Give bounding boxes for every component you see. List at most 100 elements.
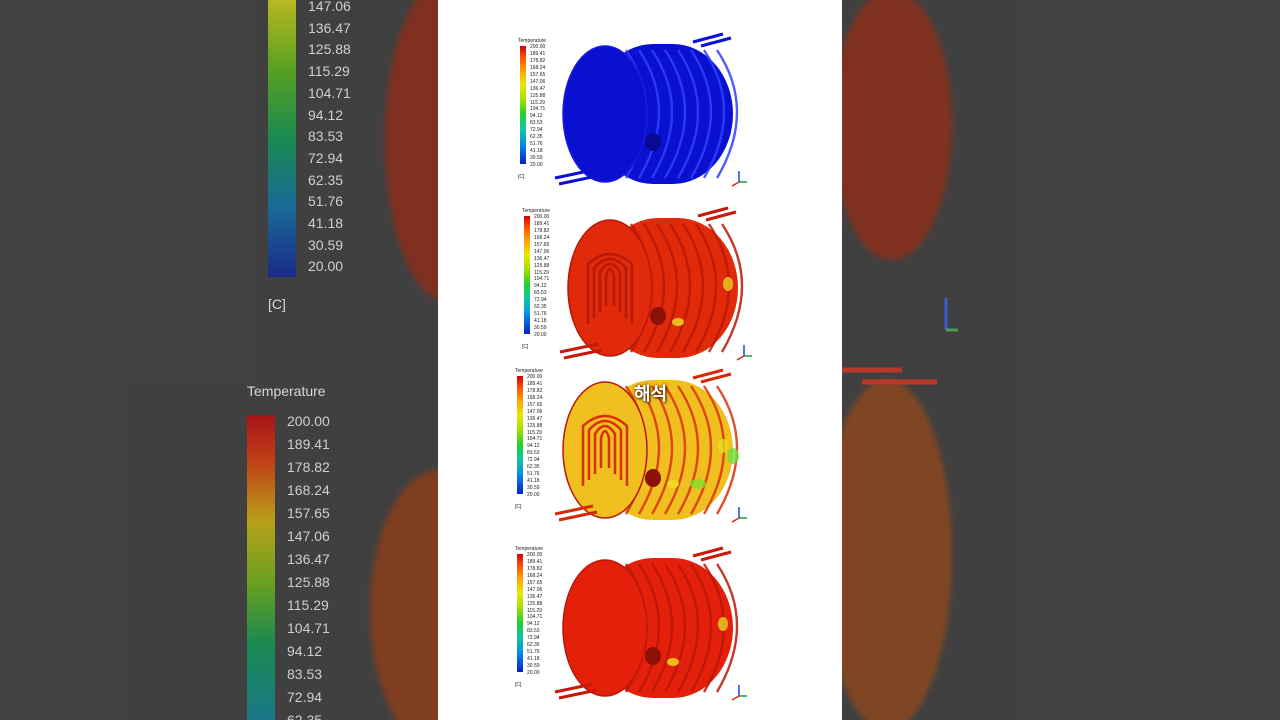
legend-value: 94.12	[530, 113, 543, 120]
heater-cylinder-model	[554, 368, 739, 522]
legend-value: 115.29	[527, 429, 542, 436]
background-scale-title: Temperature	[247, 383, 326, 399]
legend-value: 83.53	[530, 120, 543, 127]
legend-unit: [C]	[515, 504, 522, 510]
legend-value: 115.29	[527, 607, 542, 614]
legend-value: 51.76	[527, 649, 540, 656]
legend-color-bar	[520, 46, 526, 164]
background-scale-value: 83.53	[308, 128, 344, 145]
background-scale-value: 189.41	[287, 436, 330, 452]
legend-value: 200.00	[527, 552, 543, 558]
legend-value: 136.47	[534, 255, 550, 262]
background-scale-value: 115.29	[308, 63, 350, 80]
legend-value: 51.76	[530, 141, 543, 148]
legend-value: 200.00	[530, 44, 546, 50]
background-scale-value: 20.00	[308, 258, 344, 275]
legend-value: 72.94	[534, 297, 547, 304]
background-scale-value: 94.12	[287, 643, 323, 659]
background-axis-triad-icon	[944, 298, 958, 332]
legend-value: 104.71	[527, 436, 543, 443]
legend-value: 94.12	[527, 621, 540, 628]
legend-value: 20.00	[534, 331, 547, 338]
legend-unit: [C]	[515, 682, 522, 688]
legend-value: 178.82	[530, 57, 546, 64]
legend-value: 157.65	[530, 71, 546, 78]
legend-value: 178.82	[527, 387, 543, 394]
legend-value: 125.88	[527, 422, 543, 429]
legend-value: 72.94	[527, 635, 540, 642]
background-scale-value: 62.35	[287, 712, 323, 720]
background-scale-value: 72.94	[308, 149, 344, 166]
simulation-panel-hot: Temperature 200.00 189.41 178.82 168.24 157.6…	[438, 540, 842, 718]
axis-triad-icon	[731, 171, 747, 187]
legend-value: 51.76	[534, 311, 547, 318]
legend-value: 94.12	[527, 443, 540, 450]
simulation-panel-heating: Temperature 200.00 189.41 178.82 168.24 157.6…	[438, 180, 842, 361]
legend-value: 62.35	[527, 642, 540, 649]
legend-value: 83.53	[527, 628, 540, 635]
legend-value: 147.06	[527, 586, 543, 593]
legend-value: 147.06	[534, 248, 550, 255]
legend-value: 41.18	[534, 318, 547, 325]
legend-value: 136.47	[527, 593, 543, 600]
legend-value: 30.59	[527, 485, 540, 491]
legend-title: Temperature	[522, 208, 551, 214]
legend-unit: [C]	[522, 344, 529, 350]
legend-value: 83.53	[534, 290, 547, 297]
background-scale-value: 83.53	[287, 666, 323, 682]
background-scale-value: 72.94	[287, 689, 323, 705]
background-scale-value: 41.18	[308, 215, 344, 231]
video-caption: 해석	[634, 384, 668, 404]
background-scale-value: 115.29	[287, 597, 329, 613]
background-scale-value: 94.12	[308, 106, 344, 123]
legend-value: 200.00	[527, 374, 543, 380]
legend-value: 125.88	[534, 262, 550, 269]
legend-value: 189.41	[534, 220, 550, 227]
background-right-pane	[842, 0, 1280, 720]
legend-value: 136.47	[527, 415, 543, 422]
background-model-blur	[842, 380, 952, 720]
legend-value: 115.29	[530, 99, 545, 106]
legend-value: 189.41	[530, 50, 546, 57]
legend-value: 147.06	[530, 78, 546, 85]
background-scale-value: 157.65	[287, 505, 330, 521]
legend-color-bar	[517, 376, 523, 494]
simulation-panel-mixed: Temperature 200.00 189.41 178.82 168.24 157.6…	[438, 360, 842, 538]
legend-value: 72.94	[530, 127, 543, 134]
axis-triad-icon	[731, 507, 747, 523]
simulation-frame: Temperature 200.00 189.41 178.82 168.24 157.6…	[438, 0, 842, 720]
legend-value: 20.00	[530, 161, 543, 168]
background-scale-value: 104.71	[308, 84, 351, 101]
legend-value: 168.24	[527, 572, 543, 579]
background-scale-value: 125.88	[308, 41, 351, 58]
legend-value: 168.24	[534, 234, 550, 241]
background-scale-value: 125.88	[287, 574, 330, 590]
legend-title: Temperature	[515, 546, 544, 552]
heater-cylinder-model	[554, 546, 739, 700]
background-left-pane: 147.06 136.47 125.88 115.29 104.71 94.12 83.53…	[0, 0, 438, 720]
legend-value: 72.94	[527, 457, 540, 464]
legend-value: 200.00	[534, 214, 550, 220]
legend-value: 125.88	[527, 600, 543, 607]
background-scale-value: 178.82	[287, 459, 330, 475]
legend-value: 41.18	[527, 656, 540, 663]
background-unit-label: [C]	[268, 296, 286, 312]
heater-cylinder-model	[554, 32, 739, 186]
background-scale-value: 51.76	[308, 193, 344, 210]
legend-value: 20.00	[527, 491, 540, 498]
background-scale-value: 136.47	[287, 551, 330, 567]
legend-value: 168.24	[530, 64, 546, 71]
legend-value: 104.71	[534, 276, 550, 283]
background-pipe-blur	[842, 367, 937, 385]
legend-value: 94.12	[534, 283, 547, 290]
legend-value: 178.82	[527, 565, 543, 572]
heater-cylinder-model	[559, 206, 744, 360]
legend-value: 157.65	[527, 579, 543, 586]
background-scale-value: 200.00	[287, 413, 330, 429]
background-scale-value: 147.06	[308, 0, 351, 14]
background-scale-value: 104.71	[287, 620, 330, 636]
legend-color-bar	[524, 216, 530, 334]
legend-value: 41.18	[530, 148, 543, 155]
legend-value: 51.76	[527, 471, 540, 478]
background-model-blur	[842, 0, 952, 260]
